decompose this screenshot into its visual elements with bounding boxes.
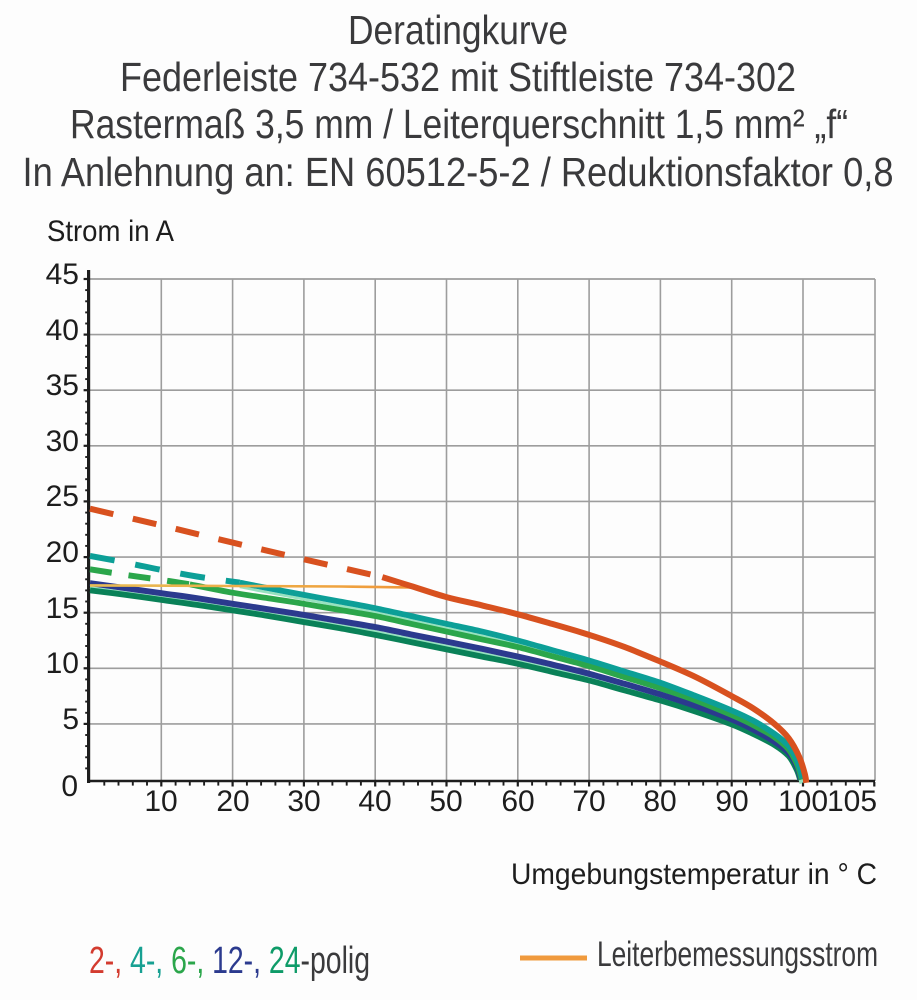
svg-text:100: 100 [778, 785, 828, 818]
svg-text:40: 40 [358, 785, 391, 818]
svg-text:30: 30 [46, 425, 79, 458]
svg-text:45: 45 [46, 258, 79, 291]
svg-text:In Anlehnung an: EN 60512-5-2: In Anlehnung an: EN 60512-5-2 / Reduktio… [23, 149, 894, 195]
svg-text:Leiterbemessungsstrom: Leiterbemessungsstrom [597, 935, 878, 974]
svg-text:105: 105 [827, 785, 877, 818]
svg-text:Rastermaß 3,5 mm / Leiterquers: Rastermaß 3,5 mm / Leiterquerschnitt 1,5… [70, 101, 848, 147]
svg-text:20: 20 [46, 536, 79, 569]
svg-text:35: 35 [46, 369, 79, 402]
svg-text:Deratingkurve: Deratingkurve [348, 7, 568, 53]
svg-text:40: 40 [46, 314, 79, 347]
svg-text:25: 25 [46, 480, 79, 513]
svg-text:50: 50 [429, 785, 462, 818]
svg-text:0: 0 [61, 770, 78, 803]
svg-text:2-, 4-, 6-, 12-, 24-polig: 2-, 4-, 6-, 12-, 24-polig [89, 940, 370, 982]
svg-text:30: 30 [287, 785, 320, 818]
svg-text:5: 5 [62, 703, 79, 736]
svg-text:70: 70 [572, 785, 605, 818]
svg-text:20: 20 [216, 785, 249, 818]
svg-text:Strom in A: Strom in A [47, 215, 174, 248]
svg-text:60: 60 [501, 785, 534, 818]
svg-text:10: 10 [46, 647, 79, 680]
svg-text:Umgebungstemperatur in ° C: Umgebungstemperatur in ° C [511, 858, 877, 891]
svg-text:15: 15 [46, 592, 79, 625]
svg-text:10: 10 [144, 785, 177, 818]
svg-text:80: 80 [643, 785, 676, 818]
svg-text:90: 90 [715, 785, 748, 818]
svg-text:Federleiste 734-532 mit Stiftl: Federleiste 734-532 mit Stiftleiste 734-… [120, 54, 796, 100]
